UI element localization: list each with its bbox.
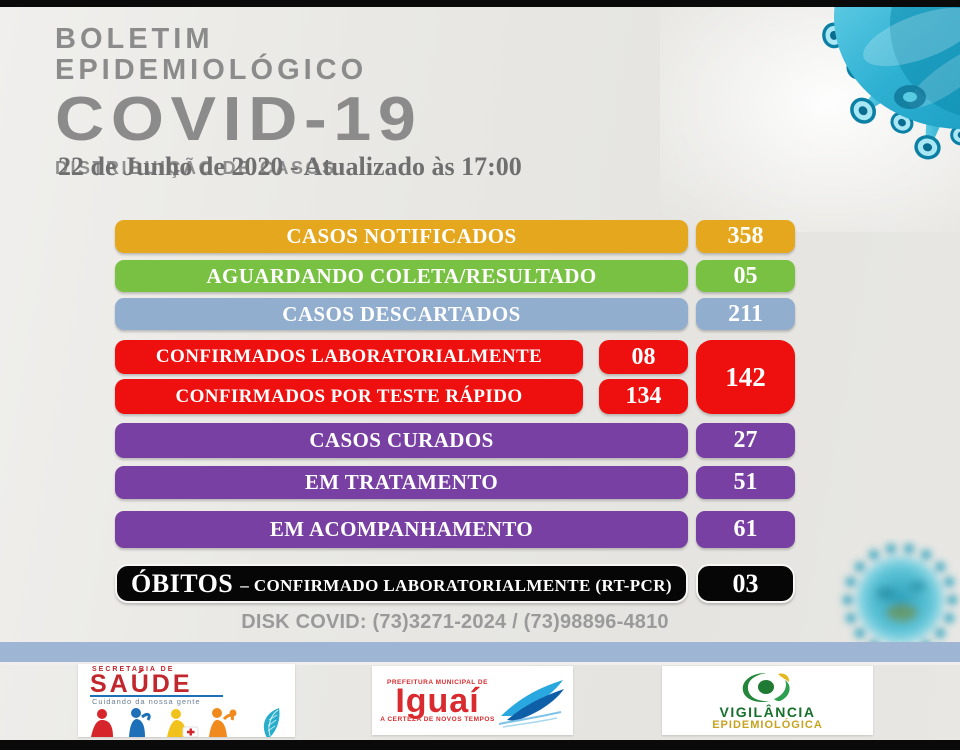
date-line: 22 de Junho de 2020 - Atualizado às 17:0… — [58, 152, 522, 181]
bulletin-header: BOLETIM EPIDEMIOLÓGICO COVID-19 DISTRIBU… — [55, 23, 416, 179]
stat-row-descartados: CASOS DESCARTADOS 211 — [115, 298, 795, 330]
logo-iguai-slogan: A CERTEZA DE NOVOS TEMPOS — [380, 715, 495, 723]
stat-row-acompanhamento: EM ACOMPANHAMENTO 61 — [115, 511, 795, 548]
stat-row-aguardando: AGUARDANDO COLETA/RESULTADO 05 — [115, 260, 795, 292]
small-virus-image — [843, 544, 957, 656]
logo-vigilancia-epidemiologica: VIGILÂNCIA EPIDEMIOLÓGICA — [662, 666, 873, 735]
stat-value-badge: 03 — [696, 564, 795, 603]
logo-saude-slogan: Cuidando da nossa gente — [92, 697, 201, 706]
logo-vigilancia-line2: EPIDEMIOLÓGICA — [712, 718, 823, 731]
stat-value-badge: 05 — [696, 260, 795, 292]
stats-table: CASOS NOTIFICADOS 358 AGUARDANDO COLETA/… — [115, 220, 795, 603]
title-line-epidemiologico: EPIDEMIOLÓGICO — [55, 54, 368, 86]
logo-iguai-title: Iguaí — [395, 681, 480, 720]
disk-covid-phone-line: DISK COVID: (73)3271-2024 / (73)98896-48… — [241, 611, 669, 633]
logo-saude-title: SAÚDE — [90, 672, 223, 697]
stat-row-notificados: CASOS NOTIFICADOS 358 — [115, 220, 795, 253]
coronavirus-image — [660, 7, 960, 232]
stat-value-badge: 51 — [696, 466, 795, 499]
stat-row-curados: CASOS CURADOS 27 — [115, 423, 795, 458]
title-line-boletim: BOLETIM — [55, 23, 214, 55]
top-border — [0, 0, 960, 7]
logo-saude-line1: SECRETARIA DE — [92, 666, 175, 673]
obitos-label-detail: – CONFIRMADO LABORATORIALMENTE (RT-PCR) — [240, 575, 672, 595]
stat-row-obitos: ÓBITOS – CONFIRMADO LABORATORIALMENTE (R… — [115, 564, 795, 603]
stat-label-bar: CONFIRMADOS POR TESTE RÁPIDO — [115, 379, 583, 414]
stat-label-bar: CASOS NOTIFICADOS — [115, 220, 688, 253]
obitos-label-main: ÓBITOS — [131, 568, 234, 598]
logo-secretaria-saude: SECRETARIA DE SAÚDE Cuidando da nossa ge… — [78, 664, 295, 737]
stat-label-bar: ÓBITOS – CONFIRMADO LABORATORIALMENTE (R… — [115, 564, 688, 603]
stat-group-confirmados: CONFIRMADOS LABORATORIALMENTE 08 CONFIRM… — [115, 340, 795, 414]
stat-label-bar: CONFIRMADOS LABORATORIALMENTE — [115, 340, 583, 374]
stat-value-badge: 27 — [696, 423, 795, 458]
people-figures-graphic — [91, 708, 280, 737]
stat-label-bar: AGUARDANDO COLETA/RESULTADO — [115, 260, 688, 292]
stat-value-badge: 134 — [599, 379, 688, 414]
stat-row-confirmados-teste: CONFIRMADOS POR TESTE RÁPIDO 134 — [115, 379, 688, 414]
stat-label-bar: CASOS DESCARTADOS — [115, 298, 688, 330]
stat-label-bar: EM TRATAMENTO — [115, 466, 688, 499]
stat-value-badge: 358 — [696, 220, 795, 253]
covid-title: COVID-19 — [55, 85, 423, 154]
footer-band — [0, 642, 960, 665]
vigilancia-mark-graphic — [742, 672, 790, 702]
stat-value-confirmados-total: 142 — [696, 340, 795, 414]
logo-vigilancia-line1: VIGILÂNCIA — [719, 703, 816, 720]
stat-value-badge: 211 — [696, 298, 795, 330]
subtitle-distribuicao: DISTRIBUIÇÃO DE CASOS — [55, 158, 337, 178]
stat-row-tratamento: EM TRATAMENTO 51 — [115, 466, 795, 499]
book-swoosh-graphic — [498, 679, 564, 728]
bottom-border — [0, 740, 960, 750]
logo-iguai-line1: PREFEITURA MUNICIPAL DE — [387, 678, 488, 686]
stat-label-bar: CASOS CURADOS — [115, 423, 688, 458]
stat-value-badge: 61 — [696, 511, 795, 548]
logo-prefeitura-iguai: PREFEITURA MUNICIPAL DE Iguaí A CERTEZA … — [372, 666, 573, 735]
stat-row-confirmados-lab: CONFIRMADOS LABORATORIALMENTE 08 — [115, 340, 688, 374]
stat-value-badge: 08 — [599, 340, 688, 374]
stat-label-bar: EM ACOMPANHAMENTO — [115, 511, 688, 548]
